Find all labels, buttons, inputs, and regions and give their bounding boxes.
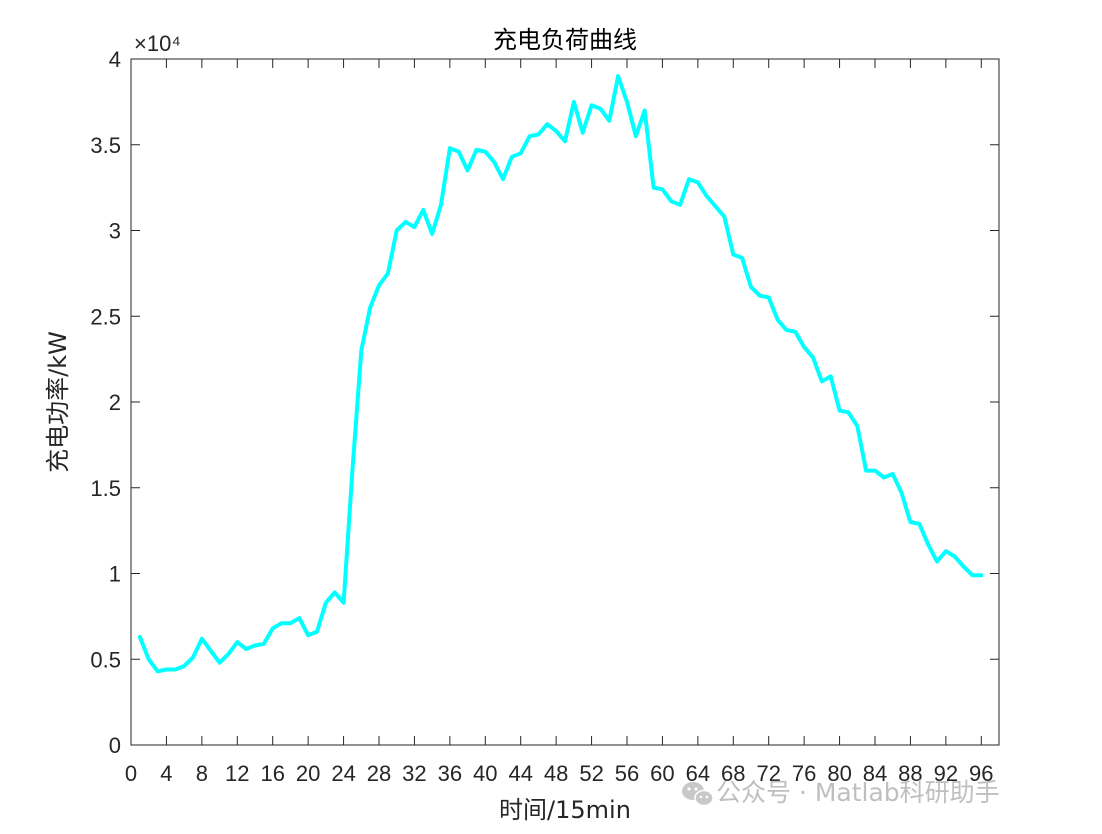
x-axis-ticks: 0 4 8 12 16 20 24 28 32 36 40 44 48 52 56 60 64 68 72 76 80 8… (125, 59, 994, 786)
x-tick-label: 60 (650, 761, 674, 786)
y-tick-label: 3.5 (90, 133, 121, 158)
x-tick-label: 8 (196, 761, 208, 786)
x-tick-label: 88 (898, 761, 922, 786)
y-tick-label: 3 (109, 219, 121, 244)
x-tick-label: 84 (863, 761, 887, 786)
x-tick-label: 28 (367, 761, 391, 786)
y-tick-label: 1 (109, 562, 121, 587)
x-tick-label: 96 (969, 761, 993, 786)
x-tick-label: 92 (934, 761, 958, 786)
x-tick-label: 0 (125, 761, 137, 786)
x-tick-label: 12 (225, 761, 249, 786)
x-tick-label: 44 (508, 761, 532, 786)
y-tick-label: 1.5 (90, 476, 121, 501)
watermark-text: 公众号 · Matlab科研助手 (716, 778, 1000, 807)
series-line (137, 74, 984, 674)
y-tick-label: 2 (109, 390, 121, 415)
y-tick-label: 0.5 (90, 647, 121, 672)
x-tick-label: 52 (579, 761, 603, 786)
watermark: 公众号 · Matlab科研助手 (682, 778, 1000, 807)
x-axis-title: 时间/15min (499, 796, 631, 824)
x-tick-label: 72 (756, 761, 780, 786)
x-tick-label: 76 (792, 761, 816, 786)
x-tick-label: 64 (686, 761, 710, 786)
wechat-icon (682, 782, 714, 807)
x-tick-label: 32 (402, 761, 426, 786)
x-tick-label: 24 (331, 761, 355, 786)
x-tick-label: 16 (260, 761, 284, 786)
y-exponent-label: ×10⁴ (134, 31, 181, 56)
x-tick-label: 4 (160, 761, 172, 786)
y-tick-label: 0 (109, 733, 121, 758)
x-tick-label: 40 (473, 761, 497, 786)
plot-area (130, 58, 1000, 746)
x-tick-label: 48 (544, 761, 568, 786)
y-tick-label: 4 (109, 47, 121, 72)
x-tick-label: 36 (438, 761, 462, 786)
chart-title: 充电负荷曲线 (493, 26, 637, 54)
y-axis-title: 充电功率/kW (44, 331, 72, 473)
x-tick-label: 68 (721, 761, 745, 786)
y-axis-ticks: 0 0.5 1 1.5 2 2.5 3 3.5 4 (90, 47, 999, 758)
x-tick-label: 56 (615, 761, 639, 786)
x-tick-label: 20 (296, 761, 320, 786)
y-tick-label: 2.5 (90, 304, 121, 329)
x-tick-label: 80 (827, 761, 851, 786)
